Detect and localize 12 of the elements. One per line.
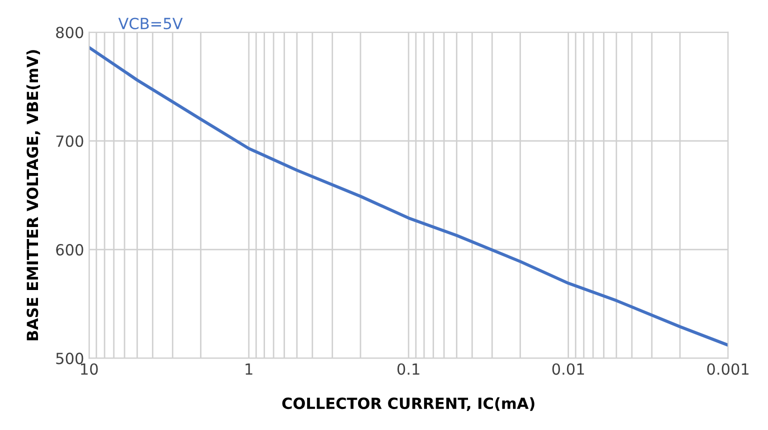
- x-tick-label: 0.1: [397, 363, 420, 375]
- x-tick-label: 0.01: [552, 363, 584, 375]
- y-tick-label: 500: [56, 352, 84, 364]
- y-tick-label: 800: [56, 26, 84, 38]
- x-tick-label: 1: [246, 364, 252, 375]
- x-tick-label: 10: [81, 363, 98, 375]
- x-tick-label: 0.001: [707, 363, 749, 375]
- text: VCB=5V: [118, 18, 183, 30]
- y-axis-title: BASE EMITTER VOLTAGE, VBE(mV): [26, 50, 40, 340]
- x-axis-title: COLLECTOR CURRENT, IC(mA): [282, 397, 534, 412]
- y-tick-label: 700: [56, 135, 84, 147]
- y-tick-label: 600: [56, 244, 84, 256]
